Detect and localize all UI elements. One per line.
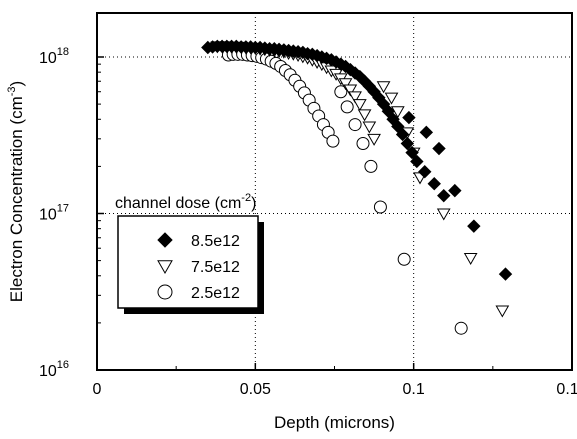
data-point-diamond bbox=[402, 110, 416, 125]
data-point-triangle bbox=[357, 109, 372, 122]
data-point-triangle bbox=[390, 106, 405, 119]
data-point-triangle bbox=[348, 91, 362, 104]
legend-label: 7.5e12 bbox=[191, 259, 240, 276]
y-axis-title-main: Electron Concentration (cm bbox=[7, 96, 26, 302]
data-point-diamond bbox=[391, 119, 405, 134]
data-point-diamond bbox=[467, 219, 481, 233]
legend-title-main: channel dose (cm bbox=[115, 195, 241, 212]
legend-swatch bbox=[157, 232, 173, 248]
y-axis-title-superscript: -3 bbox=[6, 86, 18, 96]
data-point-diamond bbox=[427, 177, 441, 191]
x-tick-label: 0.15 bbox=[556, 381, 577, 398]
data-point-circle bbox=[340, 100, 354, 114]
data-point-circle bbox=[326, 134, 340, 148]
y-tick-label: 1017 bbox=[39, 203, 69, 224]
data-point-circle bbox=[157, 284, 173, 300]
data-point-diamond bbox=[410, 154, 424, 169]
legend-swatch bbox=[157, 284, 173, 300]
x-axis-title: Depth (microns) bbox=[274, 413, 395, 432]
data-point-diamond bbox=[418, 164, 432, 179]
series-8.5e12 bbox=[201, 39, 513, 281]
data-point-diamond bbox=[405, 145, 419, 160]
data-point-circle bbox=[364, 159, 378, 173]
legend-label: 2.5e12 bbox=[191, 285, 240, 302]
y-tick-label: 1018 bbox=[39, 46, 69, 67]
data-point-diamond bbox=[395, 127, 410, 142]
data-point-circle bbox=[373, 200, 387, 214]
data-point-diamond bbox=[498, 267, 513, 281]
legend-swatch bbox=[157, 260, 173, 275]
data-point-triangle bbox=[338, 78, 353, 91]
data-point-diamond bbox=[448, 183, 462, 198]
data-point-diamond bbox=[437, 188, 451, 203]
data-point-diamond bbox=[400, 136, 415, 151]
data-point-circle bbox=[356, 137, 370, 151]
data-point-diamond bbox=[419, 125, 434, 140]
data-point-circle bbox=[397, 252, 411, 266]
data-point-triangle bbox=[495, 305, 510, 318]
data-point-triangle bbox=[384, 92, 399, 105]
data-point-triangle bbox=[362, 121, 377, 134]
data-point-diamond bbox=[381, 104, 396, 118]
legend-title: channel dose (cm-2) bbox=[115, 192, 256, 212]
data-point-diamond bbox=[157, 232, 173, 248]
legend-title-superscript: -2 bbox=[241, 192, 251, 204]
x-tick-label: 0.05 bbox=[240, 381, 271, 398]
legend: 8.5e12 7.5e12 2.5e12 bbox=[117, 215, 264, 314]
data-point-triangle bbox=[352, 99, 367, 112]
data-layer bbox=[201, 39, 513, 335]
data-point-triangle bbox=[343, 84, 358, 97]
data-point-triangle bbox=[367, 133, 381, 146]
data-point-triangle bbox=[436, 208, 451, 221]
data-point-triangle bbox=[157, 260, 173, 275]
data-point-circle bbox=[454, 321, 468, 335]
y-axis-title: Electron Concentration (cm-3) bbox=[6, 81, 26, 302]
y-axis-title-close: ) bbox=[7, 81, 26, 87]
data-point-circle bbox=[348, 118, 362, 132]
x-tick-label: 0.1 bbox=[403, 381, 425, 398]
legend-label: 8.5e12 bbox=[191, 233, 240, 250]
data-point-triangle bbox=[376, 81, 391, 94]
data-point-circle bbox=[334, 85, 348, 99]
y-tick-label: 1016 bbox=[39, 359, 69, 380]
legend-frame bbox=[117, 215, 259, 309]
ticks-layer: 0 0.05 0.1 0.15 1016 1017 1018 bbox=[39, 46, 577, 398]
data-point-diamond bbox=[432, 141, 446, 156]
x-tick-label: 0 bbox=[93, 381, 102, 398]
legend-title-close: ) bbox=[251, 195, 256, 212]
data-point-triangle bbox=[463, 252, 478, 265]
